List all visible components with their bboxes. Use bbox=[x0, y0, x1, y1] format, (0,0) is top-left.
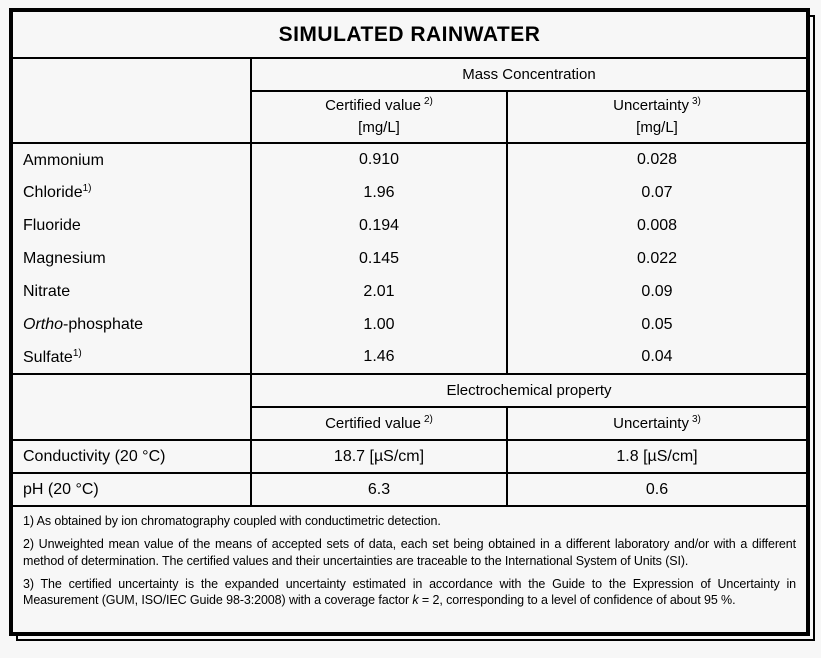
row-label: Chloride1) bbox=[13, 176, 252, 209]
certified-value-cell: 2.01 bbox=[251, 275, 508, 308]
certified-value-cell: 1.00 bbox=[251, 308, 508, 341]
mass-subheader-row: Certified value 2) [mg/L] Uncertainty 3) [… bbox=[13, 91, 806, 144]
title-row: SIMULATED RAINWATER bbox=[13, 12, 806, 59]
certified-value-cell: 0.194 bbox=[251, 209, 508, 242]
mass-certified-header-unit: [mg/L] bbox=[358, 119, 400, 136]
footnote-3-k-italic: k bbox=[412, 593, 419, 607]
uncertainty-value-cell: 1.8 [µS/cm] bbox=[507, 440, 806, 474]
table-row-nitrate: Nitrate 2.01 0.09 bbox=[13, 275, 806, 308]
mass-uncertainty-header: Uncertainty 3) [mg/L] bbox=[507, 91, 806, 144]
certified-value-cell: 0.145 bbox=[251, 242, 508, 275]
row-label: Magnesium bbox=[13, 242, 252, 275]
uncertainty-value-cell: 0.09 bbox=[641, 282, 673, 300]
electro-header-empty-cell bbox=[13, 373, 252, 441]
row-label-text: Nitrate bbox=[23, 283, 71, 300]
mass-certified-header-sup: 2) bbox=[423, 96, 433, 108]
electro-certified-header-label: Certified value bbox=[325, 414, 421, 432]
uncertainty-value-cell: 0.028 bbox=[636, 151, 678, 168]
electro-group-header: Electrochemical property bbox=[251, 373, 806, 408]
electro-certified-header-sup: 2) bbox=[423, 413, 433, 425]
uncertainty-value-cell: 0.04 bbox=[641, 348, 673, 365]
page-title: SIMULATED RAINWATER bbox=[13, 12, 806, 59]
row-label: Sulfate1) bbox=[13, 341, 252, 374]
electro-uncertainty-header-label: Uncertainty bbox=[613, 414, 689, 432]
uncertainty-value-cell: 0.022 bbox=[636, 249, 678, 267]
row-label-text: Sulfate bbox=[23, 348, 73, 366]
row-label-text: Fluoride bbox=[23, 217, 81, 234]
row-label-text: Magnesium bbox=[23, 250, 106, 267]
mass-uncertainty-header-sup: 3) bbox=[691, 96, 701, 108]
certified-value-cell: 18.7 [µS/cm] bbox=[251, 440, 508, 474]
mass-header-empty-cell bbox=[13, 58, 252, 144]
row-label-text: -phosphate bbox=[63, 316, 144, 333]
uncertainty-value-cell: 0.008 bbox=[636, 216, 678, 234]
row-label-text: Chloride bbox=[23, 184, 83, 201]
mass-group-row: Mass Concentration bbox=[13, 58, 806, 144]
table-row-ph: pH (20 °C) 6.3 0.6 bbox=[13, 473, 806, 507]
footnote-3-text: 3) The certified uncertainty is the expa… bbox=[23, 576, 796, 607]
footnote-3-text-end: = 2, corresponding to a level of confide… bbox=[418, 593, 736, 607]
row-label: Nitrate bbox=[13, 275, 252, 308]
table-row-ortho-phosphate: Ortho-phosphate 1.00 0.05 bbox=[13, 308, 806, 341]
row-label-italic: Ortho bbox=[23, 316, 64, 333]
electro-subheader-row: Certified value 2) Uncertainty 3) bbox=[13, 407, 806, 441]
footnotes-row: 1) As obtained by ion chromatography cou… bbox=[13, 506, 806, 632]
row-label: pH (20 °C) bbox=[13, 473, 252, 507]
footnote-1: 1) As obtained by ion chromatography cou… bbox=[23, 514, 441, 528]
certified-value-cell: 0.910 bbox=[251, 143, 508, 176]
certificate-table: SIMULATED RAINWATER Mass Concentration C… bbox=[13, 12, 806, 632]
footnote-2: 2) Unweighted mean value of the means of… bbox=[23, 537, 796, 568]
certificate-table-frame: SIMULATED RAINWATER Mass Concentration C… bbox=[9, 8, 810, 636]
row-label-sup: 1) bbox=[82, 183, 92, 194]
electro-uncertainty-header: Uncertainty 3) bbox=[507, 407, 806, 441]
row-label: Fluoride bbox=[13, 209, 252, 242]
row-label-sup: 1) bbox=[72, 347, 82, 359]
row-label: Ortho-phosphate bbox=[13, 308, 252, 341]
footnotes-cell: 1) As obtained by ion chromatography cou… bbox=[13, 506, 806, 632]
electro-group-row: Electrochemical property bbox=[13, 373, 806, 441]
row-label: Conductivity (20 °C) bbox=[13, 440, 252, 474]
mass-group-header: Mass Concentration bbox=[251, 58, 806, 92]
uncertainty-value-cell: 0.07 bbox=[641, 183, 673, 201]
mass-uncertainty-header-label: Uncertainty bbox=[613, 97, 689, 115]
table-row-fluoride: Fluoride 0.194 0.008 bbox=[13, 209, 806, 242]
table-row-magnesium: Magnesium 0.145 0.022 bbox=[13, 242, 806, 275]
table-row-chloride: Chloride1) 1.96 0.07 bbox=[13, 176, 806, 209]
certified-value-cell: 1.46 bbox=[251, 341, 508, 374]
mass-uncertainty-header-unit: [mg/L] bbox=[636, 119, 678, 136]
footnote-3: 3) The certified uncertainty is the expa… bbox=[23, 576, 796, 609]
uncertainty-value-cell: 0.05 bbox=[641, 315, 673, 333]
mass-certified-header: Certified value 2) [mg/L] bbox=[251, 91, 508, 144]
row-label-text: Ammonium bbox=[23, 151, 104, 169]
electro-uncertainty-header-sup: 3) bbox=[691, 413, 701, 425]
row-label: Ammonium bbox=[13, 143, 252, 176]
uncertainty-value-cell: 0.6 bbox=[507, 473, 806, 507]
mass-certified-header-label: Certified value bbox=[325, 97, 421, 115]
certified-value-cell: 6.3 bbox=[251, 473, 508, 507]
certified-value-cell: 1.96 bbox=[251, 176, 508, 209]
table-row-sulfate: Sulfate1) 1.46 0.04 bbox=[13, 341, 806, 374]
table-row-conductivity: Conductivity (20 °C) 18.7 [µS/cm] 1.8 [µ… bbox=[13, 440, 806, 474]
electro-certified-header: Certified value 2) bbox=[251, 407, 508, 441]
table-row-ammonium: Ammonium 0.910 0.028 bbox=[13, 143, 806, 176]
